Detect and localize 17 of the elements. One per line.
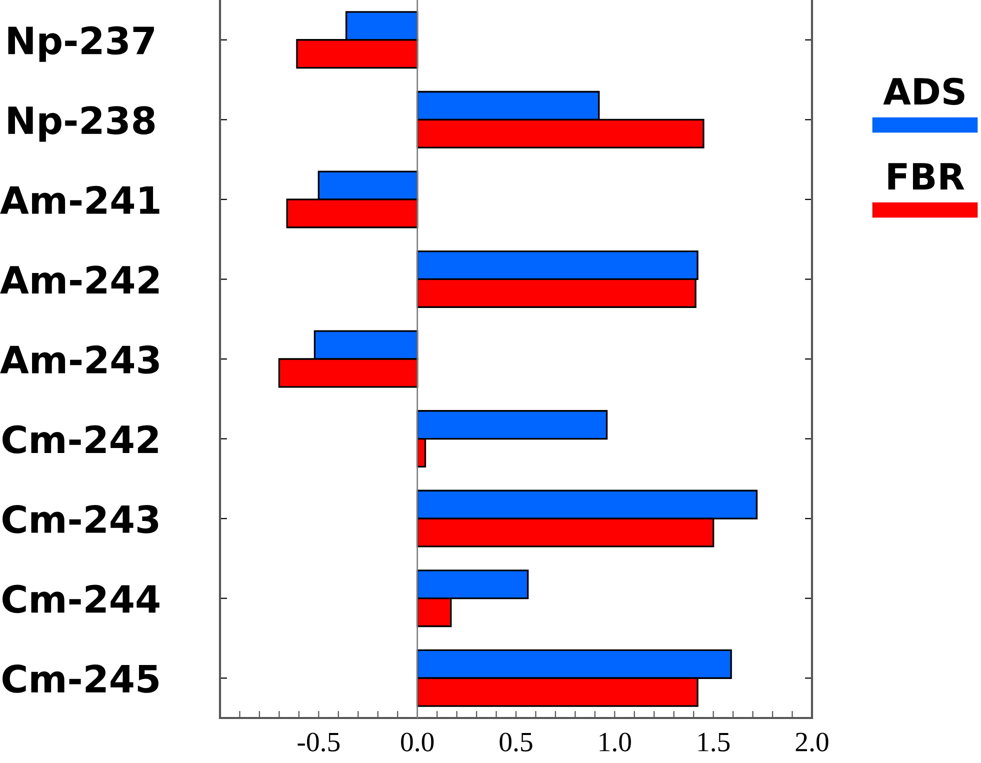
y-tick-label: Cm-243 (2, 504, 158, 534)
y-tick-label: Cm-242 (2, 425, 158, 454)
y-tick-label: Am-242 (0, 266, 159, 294)
text: ADS (883, 78, 964, 106)
y-tick-label: Am-241 (0, 186, 160, 214)
x-tick-label: 2.0 (796, 732, 828, 752)
y-tick-label: Np-238 (8, 106, 155, 142)
x-tick-label: 0.0 (401, 732, 434, 752)
x-tick-label: -0.5 (298, 732, 340, 752)
y-tick-label: Cm-244 (2, 584, 160, 614)
y-tick-label: Am-243 (0, 345, 159, 374)
x-tick-label: 1.0 (600, 732, 631, 752)
legend-label: FBR (888, 163, 964, 190)
x-tick-label: 0.5 (500, 732, 532, 752)
y-tick-label: Np-237 (8, 26, 154, 62)
y-tick-label: Cm-245 (2, 664, 158, 693)
x-tick-label: 1.5 (698, 732, 730, 752)
